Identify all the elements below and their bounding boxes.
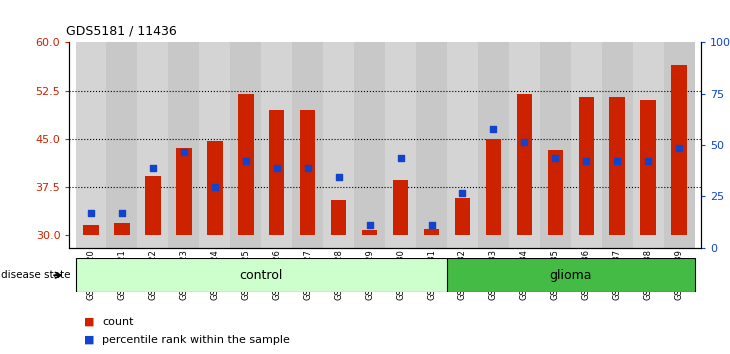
Point (364, 223, 375, 228)
Text: ■: ■ (84, 335, 94, 345)
Bar (509, 42, 540, 248)
Bar (672, 65, 687, 235)
Point (612, 158, 623, 164)
Bar (602, 42, 633, 248)
Bar (230, 42, 261, 248)
Point (116, 210, 128, 215)
Bar (207, 141, 223, 235)
Bar (664, 42, 695, 248)
Bar (292, 42, 323, 248)
Bar (385, 42, 416, 248)
Point (240, 158, 252, 164)
Text: glioma: glioma (550, 269, 592, 282)
Point (147, 165, 158, 170)
Bar (540, 42, 571, 248)
Bar (362, 230, 377, 235)
Bar (354, 42, 385, 248)
Point (85, 210, 97, 215)
Text: GDS5181 / 11436: GDS5181 / 11436 (66, 25, 177, 38)
Bar (393, 181, 408, 235)
Bar (571, 42, 602, 248)
Point (301, 165, 313, 170)
Point (271, 165, 283, 170)
Bar (416, 42, 447, 248)
Bar (75, 42, 107, 248)
Text: count: count (102, 317, 134, 327)
Bar (447, 258, 695, 292)
Point (580, 158, 592, 164)
Bar (261, 42, 292, 248)
Bar (145, 176, 161, 235)
Bar (169, 42, 199, 248)
Point (395, 155, 407, 161)
Bar (176, 148, 191, 235)
Bar (485, 139, 502, 235)
Bar (114, 223, 130, 235)
Point (488, 126, 499, 132)
Point (426, 223, 437, 228)
Bar (331, 200, 346, 235)
Point (457, 190, 469, 196)
Bar (107, 42, 137, 248)
Bar (455, 198, 470, 235)
Text: control: control (239, 269, 283, 282)
Bar (269, 110, 285, 235)
Point (642, 158, 654, 164)
Bar (323, 42, 354, 248)
Point (209, 184, 220, 190)
Bar (610, 97, 625, 235)
Point (673, 145, 685, 151)
Bar (300, 110, 315, 235)
Bar (579, 97, 594, 235)
Bar (548, 150, 563, 235)
Point (518, 139, 530, 145)
Bar (640, 100, 656, 235)
Point (550, 155, 561, 161)
Text: ■: ■ (84, 317, 94, 327)
Bar (137, 42, 169, 248)
Text: percentile rank within the sample: percentile rank within the sample (102, 335, 290, 345)
Bar (83, 225, 99, 235)
Bar (447, 42, 478, 248)
Bar (478, 42, 509, 248)
Bar (633, 42, 664, 248)
Bar (238, 94, 253, 235)
Text: disease state: disease state (1, 270, 71, 280)
Point (333, 175, 345, 180)
Bar (517, 94, 532, 235)
Bar (75, 258, 447, 292)
Point (178, 149, 190, 154)
Bar (424, 229, 439, 235)
Bar (199, 42, 230, 248)
